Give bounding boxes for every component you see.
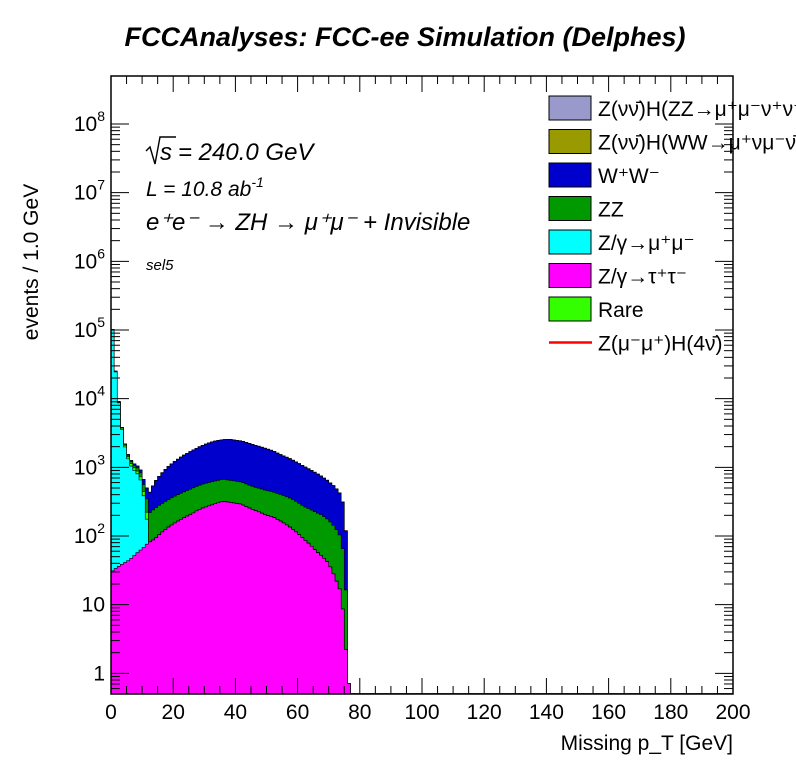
legend-label: Z/γ→τ⁺τ⁻: [598, 266, 687, 289]
y-tick-label: 102: [74, 520, 105, 548]
x-axis-label: Missing p_T [GeV]: [561, 732, 733, 755]
legend-swatch: [548, 263, 592, 288]
x-tick-label: 120: [467, 701, 502, 724]
x-tick-label: 40: [224, 701, 247, 724]
annotation-selection: sel5: [146, 257, 174, 274]
x-tick-label: 160: [591, 701, 626, 724]
legend-label: Z(νν̄)H(ZZ→μ⁺μ⁻ν⁺ν⁻): [598, 98, 796, 121]
legend-label: Z/γ→μ⁺μ⁻: [598, 232, 695, 255]
x-tick-label: 200: [715, 701, 750, 724]
y-tick-label: 10: [82, 594, 105, 617]
y-tick-label: 1: [93, 662, 105, 685]
legend-label: W⁺W⁻: [598, 165, 660, 188]
y-tick-label: 106: [74, 245, 105, 273]
y-tick-label: 107: [74, 177, 105, 205]
annotation-sqrt-s: = 240.0 GeV: [178, 139, 315, 166]
x-tick-label: 180: [653, 701, 688, 724]
sqrt-s-symbol: s: [145, 136, 176, 166]
annotation-process: e⁺e⁻ → ZH → μ⁺μ⁻ + Invisible: [146, 209, 470, 236]
x-tick-label: 80: [348, 701, 371, 724]
y-axis-label: events / 1.0 GeV: [20, 184, 43, 340]
legend-swatch: [548, 162, 592, 188]
stack-z: [111, 501, 733, 694]
plot-frame: [110, 75, 734, 695]
legend-swatch: [548, 196, 592, 221]
legend-swatch: [548, 95, 592, 121]
legend-swatch: [548, 229, 592, 255]
x-tick-label: 20: [162, 701, 185, 724]
axes: 0 20 40 60 80 100 120 140 160 180 200 1 10 102 103 104 1…: [74, 76, 751, 724]
y-tick-label: 103: [74, 451, 105, 479]
x-tick-label: 0: [105, 701, 117, 724]
annotations: s = 240.0 GeV L = 10.8 ab-1 e⁺e⁻ → ZH → …: [145, 136, 470, 274]
y-tick-label: 104: [74, 383, 105, 411]
legend-label: Z(νν̄)H(WW→μ⁺νμ⁻ν̄): [598, 132, 796, 155]
legend: Z(νν̄)H(ZZ→μ⁺μ⁻ν⁺ν⁻) Z(νν̄)H(WW→μ⁺νμ⁻ν̄) W…: [548, 95, 796, 356]
y-tick-label: 105: [74, 314, 105, 342]
histogram-stack: [111, 329, 733, 694]
y-tick-label: 108: [74, 108, 105, 136]
legend-swatch: [548, 296, 592, 322]
x-tick-label: 100: [404, 701, 439, 724]
legend-label: Z(μ⁻μ⁺)H(4ν̄): [598, 333, 723, 356]
svg-text:s: s: [160, 139, 172, 166]
x-tick-label: 140: [529, 701, 564, 724]
x-tick-label: 60: [286, 701, 309, 724]
legend-swatch: [548, 129, 592, 154]
chart-title: FCCAnalyses: FCC-ee Simulation (Delphes): [124, 22, 685, 52]
annotation-lumi: L = 10.8 ab-1: [146, 174, 264, 201]
legend-label: ZZ: [598, 199, 624, 222]
legend-label: Rare: [598, 299, 644, 322]
